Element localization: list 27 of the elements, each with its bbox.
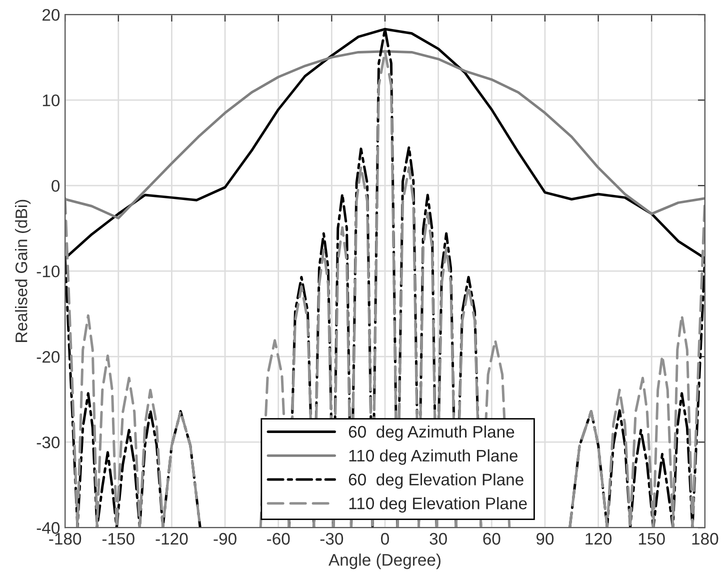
x-tick-label: 0 [381, 532, 389, 545]
y-tick-label: -20 [36, 351, 60, 363]
x-tick-label: -30 [320, 532, 344, 545]
x-tick-label: 60 [483, 532, 500, 545]
x-tick-label: 90 [536, 532, 554, 545]
x-tick-label: -60 [267, 532, 290, 545]
x-tick-label: -120 [156, 532, 188, 545]
x-axis-title: Angle (Degree) [328, 554, 440, 570]
y-tick-label: 0 [52, 180, 60, 192]
x-tick-label: -150 [102, 532, 134, 545]
y-tick-label: -30 [36, 436, 60, 448]
y-tick-label: 20 [42, 8, 60, 21]
x-tick-label: 180 [692, 532, 718, 545]
y-tick-label: -10 [36, 265, 60, 278]
y-axis-title: Realised Gain (dBi) [15, 200, 31, 342]
line-series [65, 50, 705, 220]
x-tick-label: 30 [430, 532, 447, 545]
x-tick-label: 150 [638, 532, 665, 545]
legend-label: 60 deg Elevation Plane [348, 473, 524, 489]
x-tick-label: 120 [586, 532, 612, 545]
x-tick-label: -180 [49, 532, 82, 545]
x-tick-label: -90 [214, 532, 236, 545]
legend-label: 60 deg Azimuth Plane [348, 425, 514, 442]
y-tick-label: 10 [42, 94, 60, 106]
legend-label: 110 deg Elevation Plane [349, 497, 527, 513]
legend-label: 110 deg Azimuth Plane [349, 449, 518, 465]
y-tick-label: -40 [36, 522, 60, 534]
